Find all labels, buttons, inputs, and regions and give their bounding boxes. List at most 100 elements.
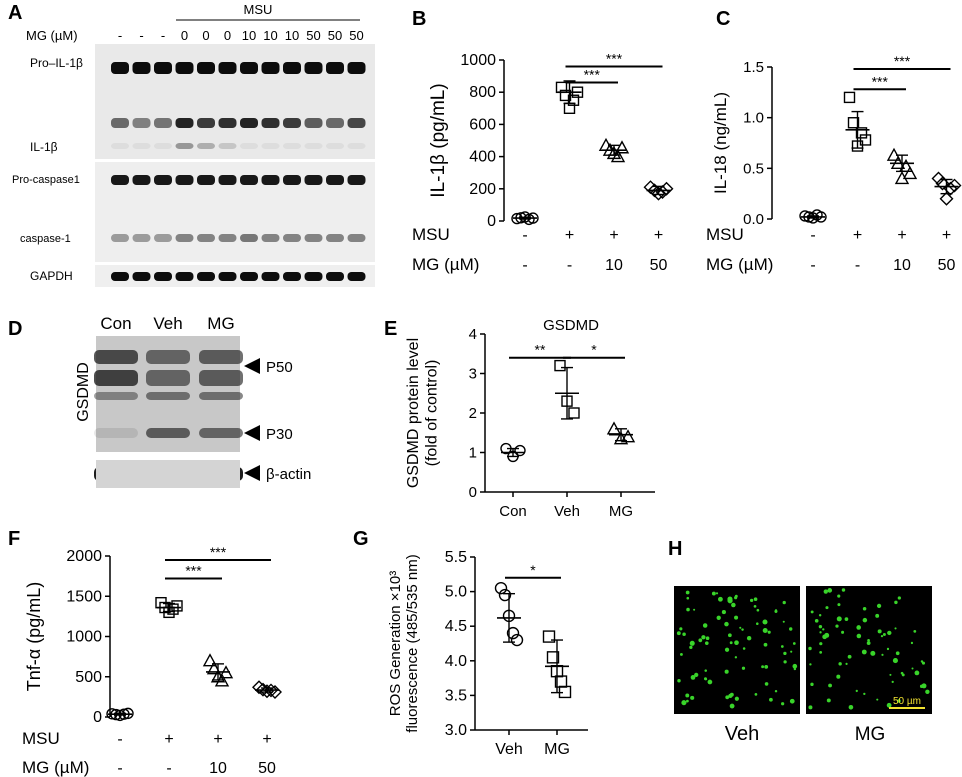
cell-dot: [911, 667, 914, 670]
y-tick-label: 3.5: [445, 687, 467, 704]
cell-dot: [702, 623, 708, 628]
cell-dot: [703, 677, 707, 681]
blot-band: [111, 118, 129, 128]
y-tick-label: 600: [469, 116, 496, 133]
blot-band: [283, 143, 301, 149]
blot-band: [146, 392, 190, 400]
cell-dot: [782, 620, 785, 623]
blot-band: [283, 234, 301, 242]
cell-dot: [721, 610, 726, 615]
blot-band: [197, 62, 215, 74]
data-point: [542, 630, 556, 643]
data-point: [567, 94, 580, 106]
cell-dot: [783, 651, 787, 656]
cell-dot: [694, 672, 699, 677]
blot-band: [146, 370, 190, 386]
cell-dot: [689, 640, 695, 646]
lane-value: 0: [224, 28, 231, 43]
blot-band: [146, 350, 190, 364]
cell-dot: [761, 665, 765, 669]
data-point: [206, 661, 222, 675]
cell-dot: [900, 671, 904, 675]
data-point: [886, 147, 902, 161]
cell-dot: [734, 696, 739, 701]
blot-band: [347, 118, 366, 128]
condition-value: -: [117, 760, 122, 777]
lane-value: 50: [328, 28, 342, 43]
significance-label: ***: [894, 53, 911, 69]
blot-band: [304, 272, 323, 281]
y-axis-label: Tnf-α (pg/mL): [24, 582, 44, 691]
cell-dot: [767, 630, 771, 634]
y-tick-label: 400: [469, 149, 496, 166]
cell-dot: [686, 607, 690, 612]
data-point: [847, 117, 860, 129]
label-il1b: IL-1β: [30, 140, 58, 154]
condition-value: -: [855, 257, 860, 274]
condition-value: +: [897, 227, 906, 244]
data-point: [859, 134, 872, 146]
cell-dot: [881, 653, 884, 656]
panel-label-d: D: [8, 318, 23, 340]
cell-dot: [827, 588, 833, 593]
blot-band: [94, 392, 138, 400]
blot-band: [197, 143, 215, 149]
blot-band: [240, 272, 258, 281]
data-point: [563, 102, 576, 115]
condition-value: -: [810, 257, 815, 274]
cell-dot: [789, 698, 795, 704]
blot-band: [218, 143, 237, 149]
cell-dot: [705, 636, 710, 641]
blot-d: Con Veh MG GSDMD P50 P30 β-actin: [75, 314, 311, 488]
y-axis-label: GSDMD protein level(fold of control): [405, 338, 440, 488]
blot-a: MSU MG (µM) - - -0 0 0 10 10 10 50 50 50 Pro–IL-1β…: [12, 2, 375, 287]
cell-dot: [762, 619, 768, 625]
cell-dot: [728, 633, 732, 638]
blot-band: [154, 272, 172, 281]
significance-label: **: [535, 342, 546, 358]
cell-dot: [716, 615, 721, 620]
condition-value: +: [609, 227, 618, 244]
condition-value: 50: [650, 257, 668, 274]
blot-band: [132, 143, 151, 149]
cell-dot: [891, 680, 894, 684]
cell-dot: [847, 654, 852, 659]
y-tick-label: 5.5: [445, 549, 467, 566]
cell-dot: [780, 645, 784, 648]
data-point: [122, 707, 134, 720]
cell-dot: [689, 645, 693, 650]
chart-title: GSDMD: [543, 317, 599, 334]
cell-dot: [825, 606, 829, 610]
blot-band: [111, 143, 129, 149]
cell-dot: [810, 682, 814, 687]
data-point: [890, 155, 906, 169]
significance-label: ***: [606, 50, 623, 66]
x-tick-label: MG: [609, 503, 633, 520]
cell-dot: [841, 588, 846, 592]
blot-band: [154, 234, 172, 242]
data-point: [252, 680, 266, 695]
cell-dot: [925, 689, 930, 695]
scale-bar-label: 50 µm: [893, 696, 921, 707]
blot-band: [94, 370, 138, 386]
blot-band: [111, 272, 129, 281]
significance-label: ***: [872, 73, 889, 89]
panel-label-a: A: [8, 2, 23, 24]
cell-dot: [753, 604, 757, 608]
lane-value: -: [161, 28, 165, 43]
cell-dot: [856, 625, 861, 630]
data-point: [507, 450, 519, 463]
blot-band: [347, 234, 366, 242]
blot-band: [199, 392, 243, 400]
blot-band: [326, 175, 344, 185]
condition-value: +: [262, 731, 271, 748]
cell-dot: [886, 647, 890, 651]
cell-dot: [897, 699, 901, 703]
cell-dot: [897, 596, 901, 600]
cell-dot: [836, 616, 842, 622]
cell-dot: [749, 598, 754, 603]
significance-label: ***: [210, 544, 227, 560]
y-tick-label: 800: [469, 84, 496, 101]
cell-dot: [855, 689, 858, 693]
cell-dot: [756, 608, 760, 612]
